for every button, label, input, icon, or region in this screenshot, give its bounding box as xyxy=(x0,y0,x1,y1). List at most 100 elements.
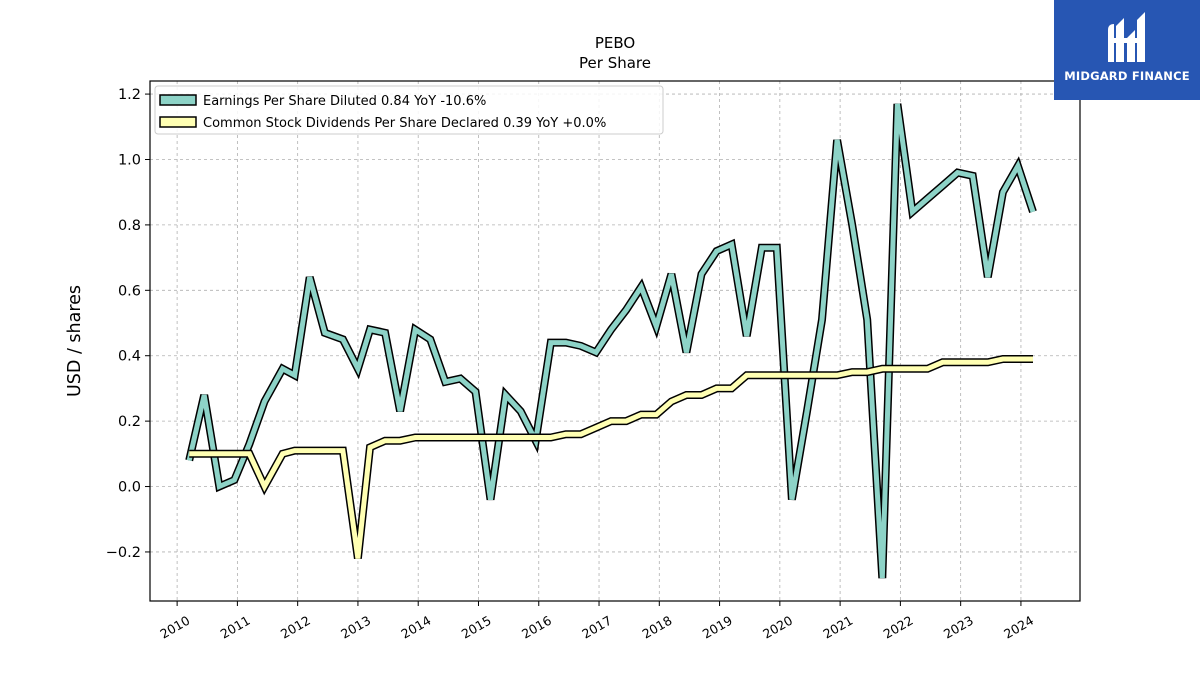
data-point-eps xyxy=(548,340,553,345)
plot-frame xyxy=(149,80,1081,602)
data-point-eps xyxy=(398,409,403,414)
data-point-eps xyxy=(473,389,478,394)
x-tick-label: 2019 xyxy=(700,613,735,642)
data-point-dividends xyxy=(187,451,192,456)
data-point-dividends xyxy=(262,484,267,489)
data-point-eps xyxy=(985,275,990,280)
data-point-eps xyxy=(970,173,975,178)
data-point-eps xyxy=(669,272,674,277)
data-point-eps xyxy=(217,484,222,489)
data-point-eps xyxy=(1015,164,1020,169)
data-point-eps xyxy=(699,272,704,277)
data-point-eps xyxy=(232,478,237,483)
data-point-eps xyxy=(820,317,825,322)
legend-box xyxy=(154,85,664,135)
data-point-dividends xyxy=(307,448,312,453)
x-tick-label: 2023 xyxy=(941,613,976,642)
midgard-logo-icon xyxy=(1108,12,1145,62)
data-point-eps xyxy=(428,337,433,342)
data-point-dividends xyxy=(473,435,478,440)
y-tick-label: 0.0 xyxy=(118,480,141,496)
data-point-eps xyxy=(684,350,689,355)
data-point-dividends xyxy=(383,438,388,443)
data-point-eps xyxy=(850,222,855,227)
data-point-eps xyxy=(187,458,192,463)
data-point-dividends xyxy=(578,432,583,437)
data-point-eps xyxy=(1031,209,1036,214)
data-point-eps xyxy=(383,330,388,335)
data-point-eps xyxy=(518,409,523,414)
data-point-eps xyxy=(578,343,583,348)
y-tick-label: 1.0 xyxy=(118,152,141,168)
data-point-dividends xyxy=(684,393,689,398)
x-tick-label: 2018 xyxy=(640,613,675,642)
data-point-dividends xyxy=(774,373,779,378)
data-point-eps xyxy=(774,245,779,250)
data-point-dividends xyxy=(443,435,448,440)
data-point-dividends xyxy=(1015,357,1020,362)
data-point-dividends xyxy=(368,445,373,450)
data-point-dividends xyxy=(880,366,885,371)
midgard-finance-logo: MIDGARD FINANCE xyxy=(1054,0,1200,100)
data-point-dividends xyxy=(669,399,674,404)
data-point-dividends xyxy=(563,432,568,437)
data-point-dividends xyxy=(925,366,930,371)
data-point-dividends xyxy=(744,373,749,378)
y-tick-label: 0.8 xyxy=(118,218,141,234)
x-tick-label: 2020 xyxy=(760,613,795,642)
logo-text: MIDGARD FINANCE xyxy=(1064,69,1190,83)
data-point-eps xyxy=(910,209,915,214)
data-point-dividends xyxy=(458,435,463,440)
data-point-dividends xyxy=(355,556,360,561)
data-point-eps xyxy=(925,196,930,201)
data-point-eps xyxy=(714,249,719,254)
legend-label-eps: Earnings Per Share Diluted 0.84 YoY -10.… xyxy=(203,94,486,109)
data-point-dividends xyxy=(714,386,719,391)
x-tick-label: 2021 xyxy=(820,613,855,642)
chart-title: PEBO xyxy=(595,34,635,52)
data-point-dividends xyxy=(398,438,403,443)
data-point-dividends xyxy=(970,360,975,365)
x-tick-label: 2012 xyxy=(278,613,313,642)
data-point-dividends xyxy=(955,360,960,365)
y-axis: −0.2 0.0 0.2 0.4 0.6 0.8 1.0 1.2 xyxy=(106,87,150,561)
data-point-eps xyxy=(940,183,945,188)
data-point-dividends xyxy=(488,435,493,440)
data-point-eps xyxy=(880,576,885,581)
data-point-dividends xyxy=(729,386,734,391)
series-layer xyxy=(185,103,1037,581)
x-tick-label: 2013 xyxy=(338,613,373,642)
data-point-dividends xyxy=(1000,357,1005,362)
data-point-eps xyxy=(759,245,764,250)
data-point-dividends xyxy=(609,419,614,424)
data-point-eps xyxy=(488,497,493,502)
data-point-dividends xyxy=(759,373,764,378)
grid-lines xyxy=(150,81,1080,601)
data-point-dividends xyxy=(413,435,418,440)
series-outline-dividends xyxy=(189,355,1033,560)
data-point-eps xyxy=(443,379,448,384)
x-tick-label: 2011 xyxy=(218,613,253,642)
data-point-dividends xyxy=(548,435,553,440)
data-point-dividends xyxy=(940,360,945,365)
data-point-dividends xyxy=(428,435,433,440)
legend-swatch-dividends xyxy=(159,116,197,128)
x-tick-label: 2010 xyxy=(157,613,192,642)
data-point-dividends xyxy=(699,393,704,398)
data-point-eps xyxy=(503,393,508,398)
y-axis-label: USD / shares xyxy=(65,285,85,397)
x-tick-label: 2022 xyxy=(881,613,916,642)
legend: Earnings Per Share Diluted 0.84 YoY -10.… xyxy=(154,85,664,135)
data-point-eps xyxy=(322,330,327,335)
data-point-eps xyxy=(307,275,312,280)
data-point-eps xyxy=(292,373,297,378)
data-point-eps xyxy=(955,170,960,175)
data-point-eps xyxy=(639,285,644,290)
y-tick-label: 0.2 xyxy=(118,414,141,430)
legend-value-dividends: 0.39 YoY +0.0% xyxy=(503,116,606,131)
data-point-dividends xyxy=(518,435,523,440)
data-point-dividends xyxy=(280,451,285,456)
data-point-dividends xyxy=(789,373,794,378)
data-point-dividends xyxy=(247,451,252,456)
